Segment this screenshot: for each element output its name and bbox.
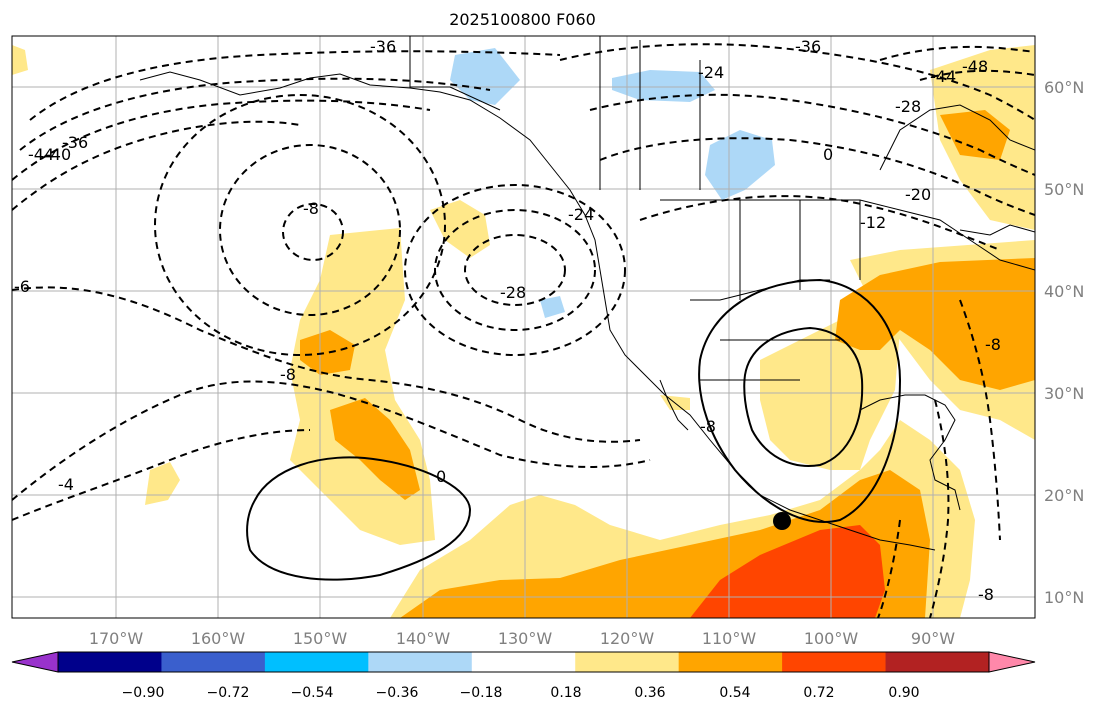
contour-label: -36 [62,133,88,152]
colorbar-segment [368,652,473,672]
colorbar-extend-high [988,651,1036,673]
map-title: 2025100800 F060 [449,10,596,29]
contour-labels: -36 -36 -24 -24 -28 -36 -40 -44 -44 -48 … [14,37,1001,604]
lon-tick-label: 110°W [702,629,757,648]
contour-label: -28 [500,283,526,302]
lon-tick-labels: 170°W 160°W 150°W 140°W 130°W 120°W 110°… [89,629,955,648]
lon-tick-label: 150°W [293,629,348,648]
contour-label: -36 [370,37,396,56]
lon-tick-label: 100°W [804,629,859,648]
storm-center-marker [773,512,791,530]
contour-label: -24 [568,205,594,224]
colorbar-segment [885,652,990,672]
filled-negative-regions [450,48,775,318]
colorbar-segment [471,652,576,672]
contour-label: -8 [985,335,1001,354]
lat-tick-label: 50°N [1044,180,1084,199]
colorbar-tick-label: −0.54 [291,685,334,701]
contour-label: -8 [700,417,716,436]
lon-tick-label: 140°W [396,629,451,648]
colorbar-segment [161,652,266,672]
colorbar-tick-label: −0.36 [376,685,419,701]
graticule [12,36,1035,618]
colorbar-tick-label: 0.36 [634,685,665,701]
contour-label: -44 [28,145,54,164]
colorbar-segment [58,652,162,672]
map-frame [11,35,1036,619]
lat-tick-label: 10°N [1044,588,1084,607]
tropical-band-red [690,525,885,618]
colorbar-segment [575,652,680,672]
nw-corner-yellow [12,45,28,75]
lon-tick-label: 120°W [600,629,655,648]
contour-label: -8 [303,199,319,218]
colorbar-tick-label: −0.90 [122,685,165,701]
contour-label: -20 [905,185,931,204]
colorbar-tick-label: −0.18 [460,685,503,701]
contour-label: -24 [698,63,724,82]
colorbar-segment [678,652,783,672]
colorbar-segment [264,652,369,672]
lat-tick-label: 20°N [1044,486,1084,505]
lat-tick-label: 30°N [1044,384,1084,403]
colorbar-tick-label: −0.72 [207,685,250,701]
colorbar-segment [782,652,887,672]
lon-tick-label: 170°W [89,629,144,648]
solid-contours [246,278,902,581]
contour-label: -8 [978,585,994,604]
contour-label: -4 [58,475,74,494]
colorbar-tick-label: 0.54 [719,685,750,701]
contour-label: -40 [45,145,71,164]
pacific-yellow-3 [145,462,180,505]
contour-label: -6 [14,277,30,296]
lat-tick-label: 60°N [1044,78,1084,97]
colorbar-tick-labels: −0.90 −0.72 −0.54 −0.36 −0.18 0.18 0.36 … [122,685,920,701]
contour-label: -28 [895,97,921,116]
dashed-contours [12,43,1035,618]
lon-tick-label: 90°W [911,629,955,648]
pacific-orange-1 [300,330,355,375]
colorbar [11,651,1036,673]
lat-tick-label: 40°N [1044,282,1084,301]
colorbar-tick-label: 0.18 [550,685,581,701]
lon-tick-label: 130°W [498,629,553,648]
colorbar-tick-label: 0.72 [803,685,834,701]
contour-label: -44 [930,67,956,86]
contour-label: -8 [280,365,296,384]
coastlines [139,36,1035,551]
pacific-orange-2 [330,398,420,500]
map-area: -36 -36 -24 -24 -28 -36 -40 -44 -44 -48 … [12,36,1035,618]
contour-label: 0 [823,145,833,164]
contour-label: -12 [860,213,886,232]
lat-tick-labels: 60°N 50°N 40°N 30°N 20°N 10°N [1044,78,1084,607]
contour-label: -36 [795,37,821,56]
lon-tick-label: 160°W [191,629,246,648]
contour-label: 0 [436,467,446,486]
contour-label: -48 [962,57,988,76]
colorbar-tick-label: 0.90 [888,685,919,701]
colorbar-frame [57,651,990,673]
colorbar-extend-low [11,651,59,673]
